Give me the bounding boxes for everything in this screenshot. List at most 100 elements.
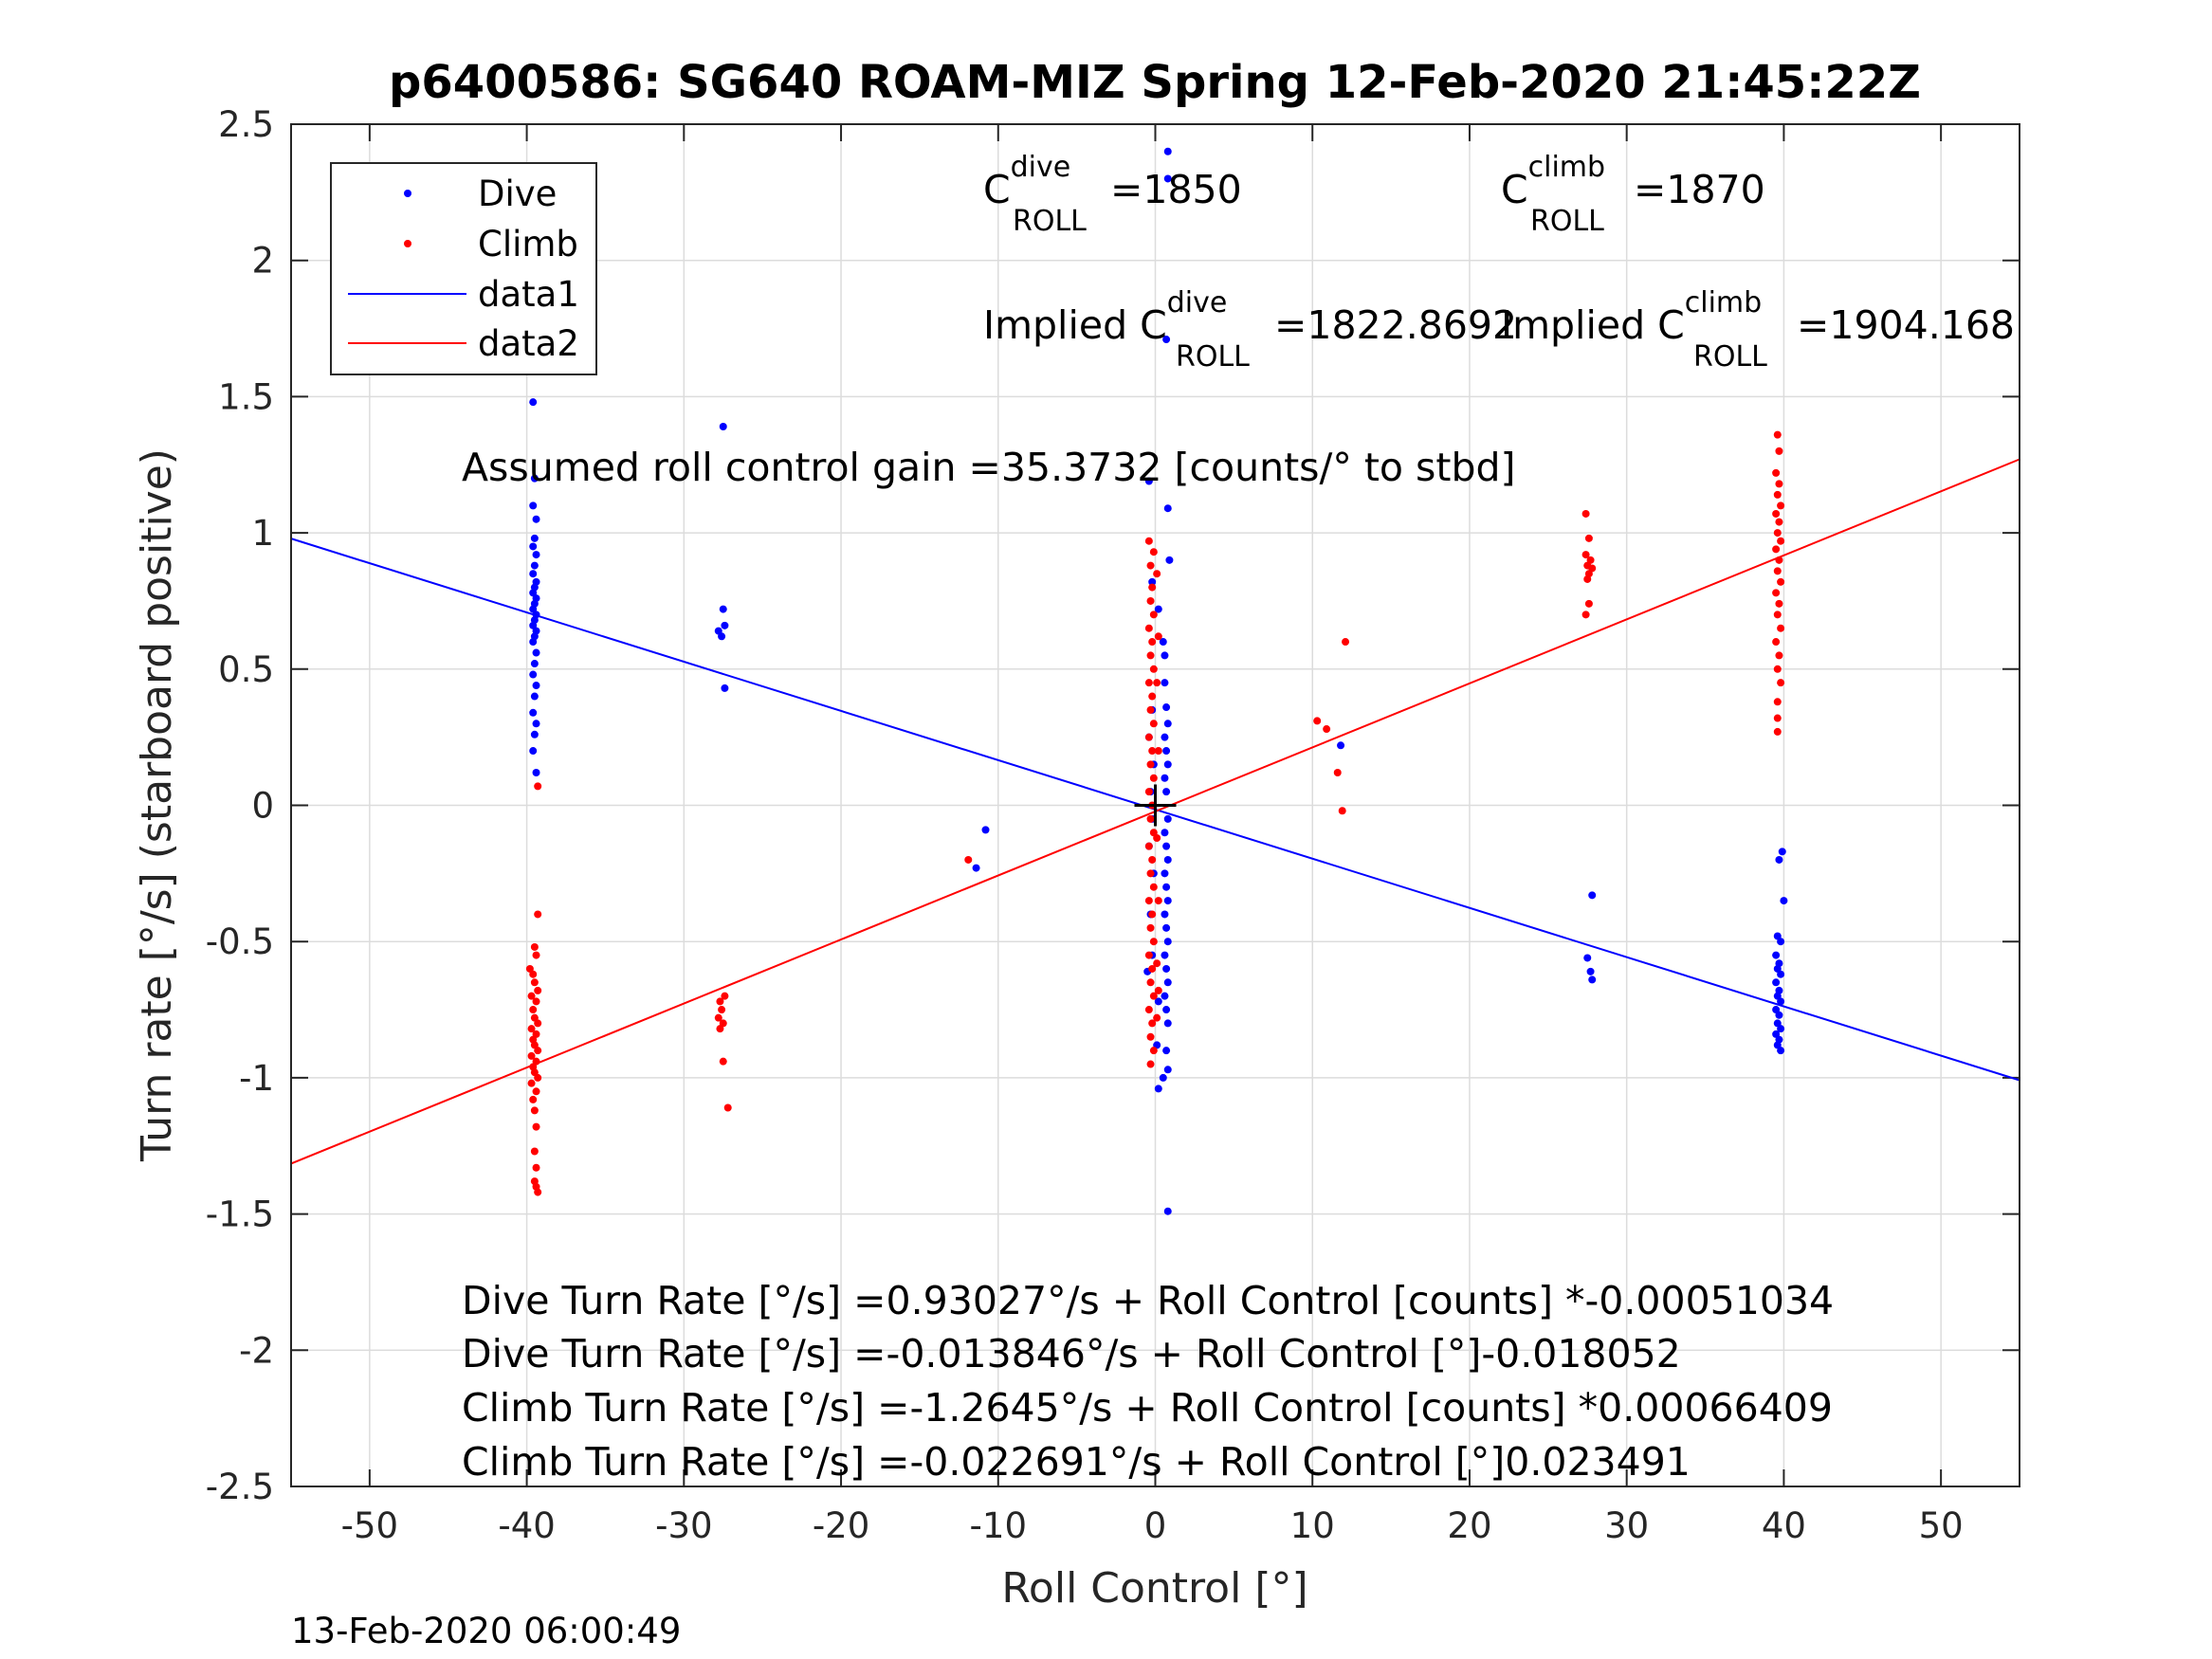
- dive-point: [1772, 978, 1781, 987]
- climb-point: [1149, 548, 1158, 556]
- y-tick-label: -2: [239, 1330, 274, 1371]
- climb-point: [1775, 447, 1783, 455]
- climb-point: [529, 1006, 538, 1014]
- data-points: [525, 147, 1788, 1215]
- dive-point: [718, 632, 726, 641]
- dive-point: [1778, 848, 1786, 856]
- climb-point: [718, 1006, 726, 1014]
- climb-point: [534, 986, 542, 994]
- dive-point: [1775, 855, 1783, 864]
- dive-point: [1148, 577, 1157, 586]
- dive-point: [530, 692, 539, 701]
- dive-point: [1161, 829, 1169, 837]
- legend: Dive Climb data1 data2: [330, 162, 597, 375]
- legend-label-data1: data1: [478, 274, 579, 315]
- climb-point: [1149, 1047, 1158, 1055]
- climb-point: [1775, 599, 1783, 608]
- dive-point: [1777, 1047, 1785, 1055]
- y-tick-label: -0.5: [206, 921, 274, 962]
- dive-point: [1163, 504, 1172, 513]
- climb-point: [714, 1013, 722, 1022]
- timestamp-footer: 13-Feb-2020 06:00:49: [291, 1611, 681, 1651]
- climb-point: [1144, 897, 1153, 905]
- climb-point: [1148, 638, 1157, 647]
- dive-point: [1163, 147, 1172, 155]
- climb-point: [1144, 951, 1153, 959]
- climb-point: [1148, 1019, 1157, 1028]
- annotation-dive-eq-degrees: Dive Turn Rate [°/s] =-0.013846°/s + Rol…: [462, 1331, 1681, 1376]
- climb-point: [1773, 727, 1782, 736]
- dive-point: [1163, 720, 1172, 728]
- dive-point: [1163, 1207, 1172, 1215]
- x-tick-label: -40: [498, 1505, 555, 1546]
- x-tick-label: 10: [1290, 1505, 1335, 1546]
- climb-point: [1144, 733, 1153, 741]
- dive-point: [1162, 1006, 1171, 1014]
- climb-point: [1772, 638, 1781, 647]
- climb-point: [1153, 679, 1161, 687]
- climb-point: [1153, 570, 1161, 578]
- dive-point: [1161, 992, 1169, 1000]
- climb-point: [1153, 959, 1161, 968]
- climb-point: [1583, 574, 1592, 583]
- dive-point: [1163, 897, 1172, 905]
- dive-point: [1159, 638, 1167, 647]
- dive-point: [1586, 967, 1595, 975]
- dive-point: [1162, 747, 1171, 756]
- dive-point: [529, 501, 538, 510]
- climb-point: [1149, 665, 1158, 673]
- dive-point: [1163, 1066, 1172, 1074]
- climb-point: [529, 1095, 538, 1103]
- climb-point: [1149, 611, 1158, 619]
- dive-point: [719, 605, 727, 613]
- annotation-implied-dive: Implied Cdive ROLL =1822.8692: [983, 286, 1517, 374]
- dive-point: [532, 648, 540, 657]
- dive-point: [1583, 954, 1592, 962]
- dive-point: [529, 638, 538, 647]
- climb-point: [1144, 1006, 1153, 1014]
- climb-point: [1149, 992, 1158, 1000]
- dive-point: [1154, 1085, 1162, 1093]
- climb-point: [1148, 583, 1157, 592]
- dive-point: [1162, 1047, 1171, 1055]
- dive-point: [529, 708, 538, 717]
- climb-point: [1773, 714, 1782, 722]
- annotation-dive-eq-counts: Dive Turn Rate [°/s] =0.93027°/s + Roll …: [462, 1278, 1834, 1323]
- climb-point: [1772, 589, 1781, 597]
- climb-point: [530, 1106, 539, 1115]
- dive-point: [1162, 336, 1171, 344]
- climb-point: [1772, 468, 1781, 477]
- x-tick-label: 40: [1762, 1505, 1806, 1546]
- climb-point: [1777, 501, 1785, 510]
- chart-title: p6400586: SG640 ROAM-MIZ Spring 12-Feb-2…: [389, 56, 1921, 109]
- climb-point: [1146, 814, 1155, 823]
- dive-point: [1775, 1011, 1783, 1019]
- climb-point: [1154, 897, 1162, 905]
- climb-point: [1773, 430, 1782, 439]
- climb-point: [527, 1051, 536, 1060]
- x-tick-label: -20: [813, 1505, 869, 1546]
- dive-point: [1163, 1019, 1172, 1028]
- dive-point: [1162, 964, 1171, 973]
- climb-point: [721, 992, 729, 1000]
- climb-point: [716, 997, 724, 1006]
- climb-point: [1146, 1060, 1155, 1068]
- dive-point: [1144, 477, 1153, 485]
- dive-point: [529, 570, 538, 578]
- climb-point: [532, 951, 540, 959]
- climb-point: [1777, 679, 1785, 687]
- climb-point: [1148, 855, 1157, 864]
- climb-point: [1153, 1013, 1161, 1022]
- y-tick-label: 2.5: [218, 104, 274, 145]
- x-tick-label: -10: [970, 1505, 1027, 1546]
- climb-point: [1773, 567, 1782, 575]
- climb-point: [1144, 624, 1153, 632]
- dive-point: [1154, 605, 1162, 613]
- legend-label-data2: data2: [478, 323, 579, 364]
- annotation-roll-gain: Assumed roll control gain =35.3732 [coun…: [462, 445, 1516, 490]
- climb-point: [532, 1087, 540, 1096]
- climb-point: [1777, 537, 1785, 545]
- dive-point: [1161, 910, 1169, 919]
- climb-point: [1775, 480, 1783, 488]
